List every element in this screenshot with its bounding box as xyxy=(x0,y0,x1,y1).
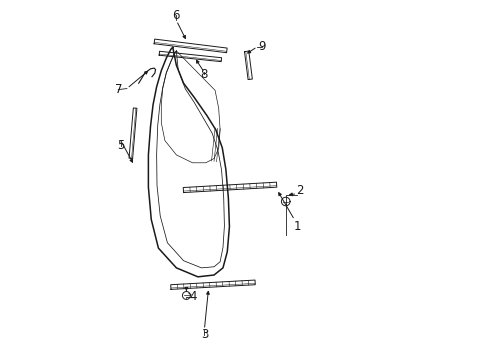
Text: 5: 5 xyxy=(117,139,124,152)
Text: 9: 9 xyxy=(258,40,265,53)
Text: 3: 3 xyxy=(201,328,208,341)
Text: 2: 2 xyxy=(296,184,303,197)
Text: 8: 8 xyxy=(200,68,207,81)
Text: 6: 6 xyxy=(172,9,180,22)
Text: 7: 7 xyxy=(114,83,122,96)
Text: 4: 4 xyxy=(189,290,197,303)
Text: 1: 1 xyxy=(293,220,301,233)
